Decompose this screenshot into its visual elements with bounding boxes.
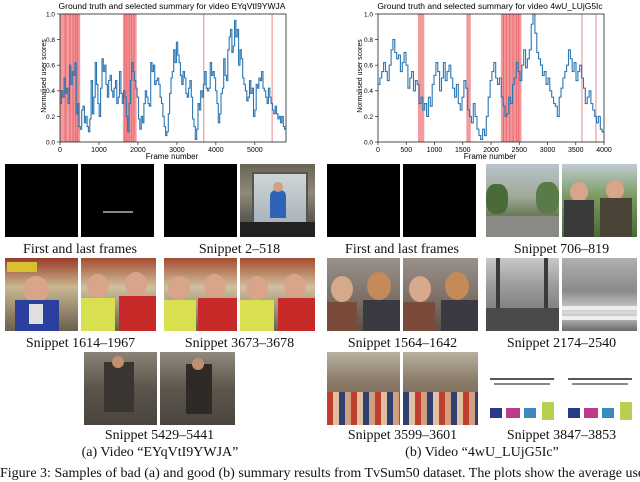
x-tick-label: 2000 <box>483 147 499 154</box>
selected-band <box>509 14 511 142</box>
selected-band <box>595 14 597 142</box>
caption-snippet-3599-3601: Snippet 3599–3601 <box>347 428 458 443</box>
selected-band <box>518 14 520 142</box>
y-tick-label: 0.8 <box>364 37 373 44</box>
snippet-706-819-frame-1 <box>486 164 559 237</box>
snippet-2174-2540-frame-1 <box>486 258 559 331</box>
selected-band <box>417 14 425 142</box>
selected-band <box>77 14 79 142</box>
plot-right-title: Ground truth and selected summary for vi… <box>377 1 603 11</box>
x-tick-label: 1000 <box>91 147 107 154</box>
caption-snippet-1614-1967: Snippet 1614–1967 <box>25 336 136 351</box>
snippet-3673-3678-frame-1 <box>164 258 237 331</box>
snippet-1564-1642-frame-1 <box>327 258 400 331</box>
panel-b-caption: (b) Video “4wU_LUjG5Ic” <box>405 445 559 460</box>
selected-band <box>512 14 514 142</box>
snippet-5429-5441-frame-2 <box>160 352 235 425</box>
selected-band <box>203 14 205 142</box>
x-tick-label: 3500 <box>568 147 584 154</box>
plot-left: Ground truth and selected summary for vi… <box>41 1 287 161</box>
selected-band <box>271 14 273 142</box>
caption-snippet-1564-1642: Snippet 1564–1642 <box>347 336 458 351</box>
snippet-1614-1967-frame-1 <box>5 258 78 331</box>
plot-left-area: 0 1000 2000 3000 4000 5000 0.0 0.2 0.4 0.6 0.8 1.0 <box>46 11 287 154</box>
caption-snippet-2-518: Snippet 2–518 <box>198 242 281 257</box>
caption-first-last-b: First and last frames <box>345 242 459 257</box>
selected-band <box>124 14 126 142</box>
selected-band <box>502 14 505 142</box>
y-tick-label: 0.4 <box>46 88 55 95</box>
score-line <box>378 13 604 140</box>
caption-snippet-2174-2540: Snippet 2174–2540 <box>506 336 617 351</box>
frame-first-b <box>327 164 400 237</box>
x-tick-label: 2500 <box>511 147 527 154</box>
snippet-2-518-frame-2 <box>240 164 315 237</box>
plot-left-title: Ground truth and selected summary for vi… <box>59 1 286 11</box>
selected-band <box>505 14 507 142</box>
frame-last-b <box>403 164 476 237</box>
snippet-3847-3853-frame-1 <box>486 352 559 425</box>
frame-first <box>5 164 78 237</box>
snippet-1564-1642-frame-2 <box>403 258 478 331</box>
selected-band <box>128 14 130 142</box>
x-tick-label: 5000 <box>247 147 263 154</box>
x-tick-label: 4000 <box>208 147 224 154</box>
plot-left-xlabel: Frame number <box>146 152 199 161</box>
caption-snippet-3673-3678: Snippet 3673–3678 <box>184 336 295 351</box>
y-tick-label: 0.6 <box>46 63 55 70</box>
y-tick-label: 0.2 <box>364 114 373 121</box>
frame-last <box>81 164 154 237</box>
y-tick-label: 1.0 <box>364 11 373 18</box>
y-tick-label: 0.0 <box>364 139 373 146</box>
x-tick-label: 500 <box>400 147 412 154</box>
y-tick-label: 0.6 <box>364 63 373 70</box>
x-tick-label: 2000 <box>130 147 146 154</box>
snippet-2174-2540-frame-2 <box>562 258 637 331</box>
plot-right-area: 0 500 1000 1500 2000 2500 3000 3500 4000 0.0 0.2 0.… <box>364 11 612 154</box>
panel-a-caption: (a) Video “EYqVtI9YWJA” <box>81 445 239 460</box>
plot-left-ylabel: Normalised user scores <box>41 39 48 113</box>
caption-snippet-5429-5441: Snippet 5429–5441 <box>104 428 215 443</box>
plot-right-ylabel: Normalised user scores <box>357 39 364 113</box>
snippet-3673-3678-frame-2 <box>240 258 315 331</box>
axes-frame <box>59 13 287 143</box>
y-tick-label: 0.2 <box>46 114 55 121</box>
score-line <box>60 19 286 140</box>
snippet-3599-3601-frame-1 <box>327 352 400 425</box>
x-tick-label: 4000 <box>596 147 612 154</box>
selected-band <box>72 14 74 142</box>
y-tick-label: 1.0 <box>46 11 55 18</box>
caption-snippet-3847-3853: Snippet 3847–3853 <box>506 428 617 443</box>
caption-snippet-706-819: Snippet 706–819 <box>513 242 610 257</box>
frame-last-text <box>103 211 133 213</box>
snippet-3599-3601-frame-2 <box>403 352 478 425</box>
y-tick-label: 0.8 <box>46 37 55 44</box>
selected-band <box>74 14 77 142</box>
plot-right: Ground truth and selected summary for vi… <box>357 1 612 161</box>
x-tick-label: 3000 <box>540 147 556 154</box>
plot-right-xlabel: Frame number <box>464 152 517 161</box>
caption-first-last-a: First and last frames <box>23 242 137 257</box>
selected-band <box>126 14 128 142</box>
snippet-2-518-frame-1 <box>164 164 237 237</box>
x-tick-label: 1500 <box>455 147 471 154</box>
x-tick-label: 1000 <box>427 147 443 154</box>
snippet-5429-5441-frame-1 <box>84 352 157 425</box>
x-tick-label: 0 <box>58 147 62 154</box>
selected-band <box>466 14 471 142</box>
x-tick-label: 0 <box>376 147 380 154</box>
snippet-706-819-frame-2 <box>562 164 637 237</box>
y-tick-label: 0.0 <box>46 139 55 146</box>
y-tick-label: 0.4 <box>364 88 373 95</box>
snippet-1614-1967-frame-2 <box>81 258 156 331</box>
snippet-3847-3853-frame-2 <box>562 352 637 425</box>
figure-caption-text: Figure 3: Samples of bad (a) and good (b… <box>0 466 640 481</box>
x-tick-label: 3000 <box>169 147 185 154</box>
